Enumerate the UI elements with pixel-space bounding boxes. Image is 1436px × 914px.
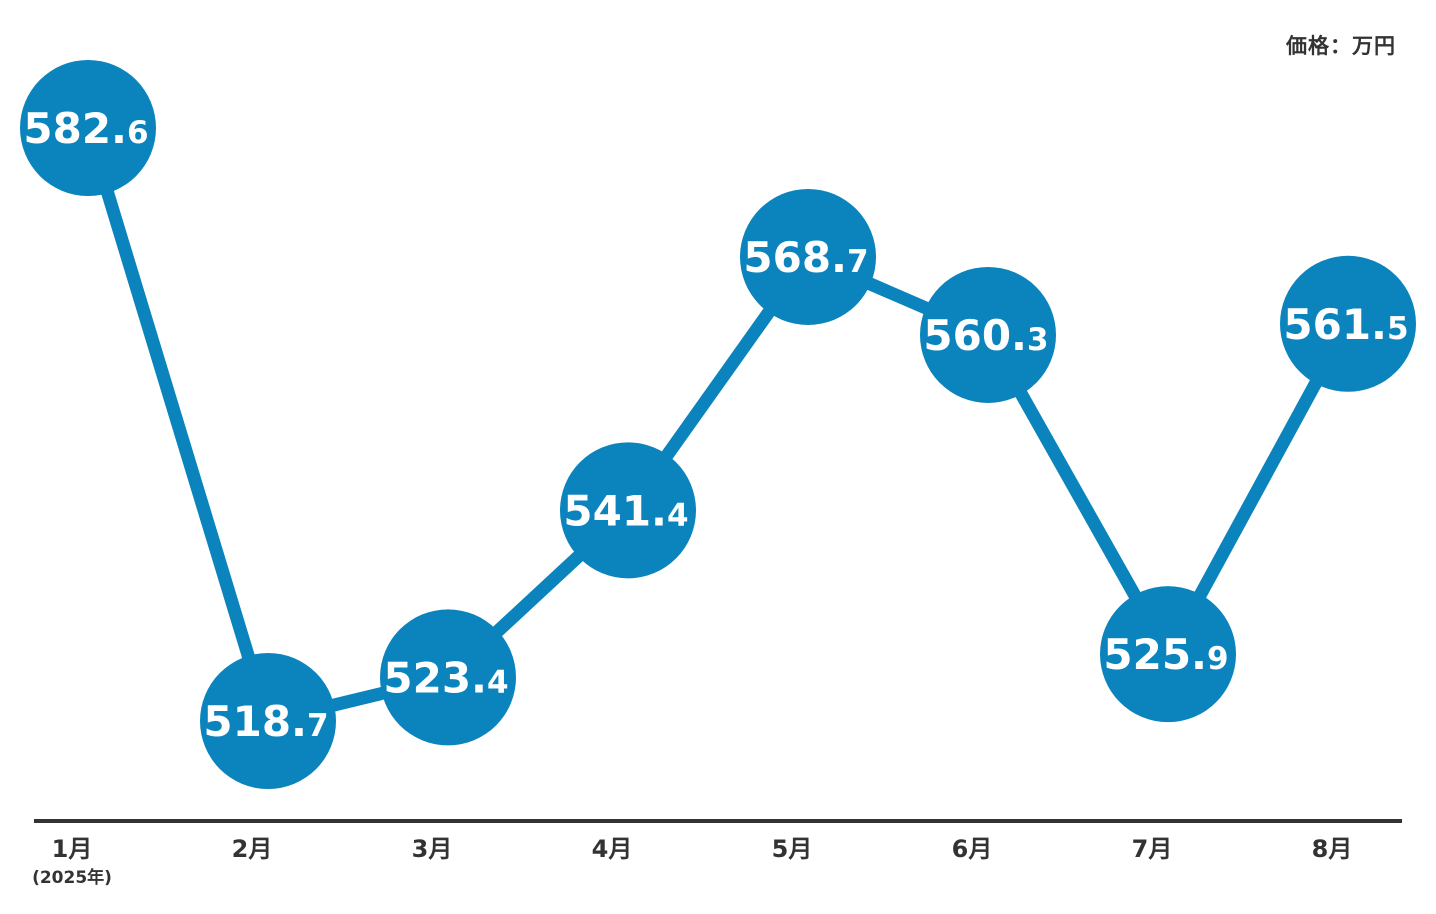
x-tick-label: 2月: [232, 835, 273, 863]
data-point: 568.7: [740, 188, 876, 325]
data-label-integer: 541.: [563, 486, 667, 535]
data-label-decimal: 5: [1387, 311, 1409, 347]
data-point-circle: [740, 188, 876, 325]
data-label-integer: 525.: [1103, 630, 1207, 679]
data-label: 582.6: [23, 104, 148, 153]
x-tick-label: 8月: [1312, 835, 1353, 863]
x-tick-label: 3月: [412, 835, 453, 863]
x-tick-label: 1月: [52, 835, 93, 863]
data-label-decimal: 7: [307, 708, 329, 744]
data-point: 561.5: [1280, 255, 1416, 392]
data-point: 518.7: [200, 653, 336, 789]
x-tick-label: 4月: [592, 835, 633, 863]
data-label: 568.7: [743, 233, 868, 282]
data-label: 560.3: [923, 311, 1048, 360]
data-label-decimal: 7: [847, 244, 869, 280]
data-label-integer: 582.: [23, 104, 127, 153]
unit-label: 価格：万円: [1286, 34, 1396, 58]
data-point-circle: [1280, 255, 1416, 392]
x-tick-label: 7月: [1132, 835, 1173, 863]
data-label-integer: 523.: [383, 653, 487, 702]
data-point-circle: [1100, 586, 1236, 723]
x-tick-label: 6月: [952, 835, 993, 863]
data-label-decimal: 3: [1027, 322, 1049, 358]
data-point: 525.9: [1100, 586, 1236, 723]
data-point-circle: [20, 60, 156, 196]
data-label-decimal: 4: [667, 497, 689, 533]
x-tick-label: 5月: [772, 835, 813, 863]
x-tick-labels: 1月 (2025年) 2月 3月 4月 5月 6月 7月 8月: [32, 835, 1352, 888]
data-label: 541.4: [563, 486, 688, 535]
data-label-integer: 518.: [203, 697, 307, 746]
data-label-integer: 568.: [743, 233, 847, 282]
data-point: 560.3: [920, 266, 1056, 403]
data-label: 525.9: [1103, 630, 1228, 679]
data-point-circle: [920, 266, 1056, 403]
data-label-decimal: 6: [127, 115, 149, 151]
data-label-integer: 560.: [923, 311, 1027, 360]
data-point: 582.6: [20, 60, 156, 196]
data-point: 523.4: [380, 609, 516, 746]
data-label-decimal: 9: [1207, 641, 1229, 677]
data-label-decimal: 4: [487, 664, 509, 700]
data-point: 541.4: [560, 442, 696, 579]
data-point-circle: [380, 609, 516, 746]
data-label: 518.7: [203, 697, 328, 746]
x-tick-sublabel: (2025年): [32, 867, 112, 888]
data-label: 561.5: [1283, 300, 1408, 349]
data-point-circle: [200, 653, 336, 789]
data-label-integer: 561.: [1283, 300, 1387, 349]
data-point-circle: [560, 442, 696, 579]
data-label: 523.4: [383, 653, 508, 702]
